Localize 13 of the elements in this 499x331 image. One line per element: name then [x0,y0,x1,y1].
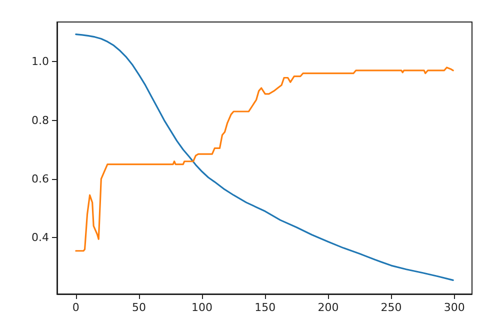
x-tick-label: 0 [72,301,80,314]
y-tick-label: 1.0 [32,55,49,68]
x-tick-label: 50 [132,301,146,314]
x-tick-label: 300 [444,301,465,314]
line-series [75,66,454,252]
x-tick-label: 250 [380,301,402,314]
x-tick-label: 200 [318,301,339,314]
y-tick-label: 0.6 [32,172,49,186]
line-series [75,34,454,282]
y-tick-label: 0.4 [32,231,49,244]
x-tick-label: 100 [192,301,213,314]
x-tick-label: 150 [254,301,276,314]
y-tick-label: 0.8 [32,114,49,127]
